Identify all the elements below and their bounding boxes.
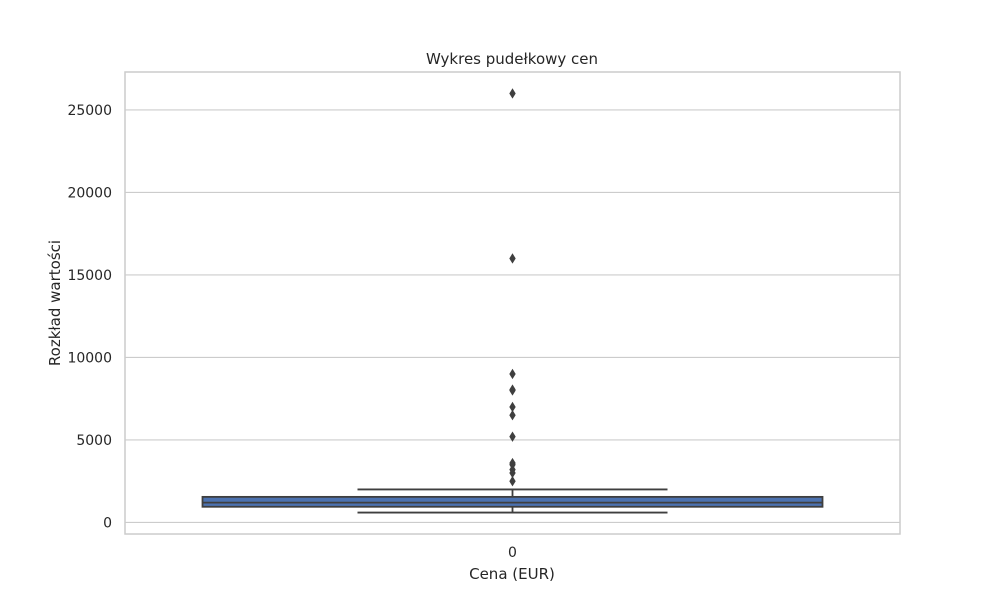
outlier-layer bbox=[509, 88, 516, 487]
outlier-point bbox=[509, 457, 516, 469]
outlier-point bbox=[509, 410, 516, 421]
chart-title: Wykres pudełkowy cen bbox=[426, 50, 598, 68]
outlier-point bbox=[509, 431, 516, 442]
box-layer bbox=[201, 488, 824, 514]
x-tick-label: 0 bbox=[508, 545, 517, 561]
outlier-point bbox=[509, 253, 516, 264]
outlier-point bbox=[509, 384, 516, 395]
outlier-point bbox=[509, 401, 516, 413]
y-axis-label: Rozkład wartości bbox=[46, 240, 64, 366]
y-tick-label: 5000 bbox=[76, 433, 112, 449]
y-tick-labels: 0 5000 10000 15000 20000 25000 bbox=[67, 103, 112, 532]
outlier-point bbox=[509, 368, 516, 380]
y-tick-label: 0 bbox=[103, 515, 112, 531]
y-tick-label: 10000 bbox=[67, 350, 112, 366]
outlier-point bbox=[509, 476, 516, 487]
x-axis-label: Cena (EUR) bbox=[469, 565, 555, 583]
outlier-point bbox=[509, 88, 516, 99]
plot-frame bbox=[124, 71, 901, 535]
y-tick-label: 20000 bbox=[67, 185, 112, 201]
grid-layer bbox=[125, 109, 900, 524]
y-tick-label: 15000 bbox=[67, 268, 112, 284]
x-tick-labels: 0 bbox=[508, 545, 517, 561]
y-tick-label: 25000 bbox=[67, 103, 112, 119]
